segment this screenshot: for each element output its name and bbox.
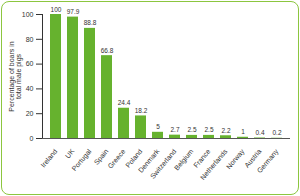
svg-text:18.2: 18.2 [135, 107, 148, 114]
svg-text:UK: UK [64, 147, 76, 159]
svg-text:0.4: 0.4 [255, 129, 264, 136]
svg-text:Switzerland: Switzerland [149, 148, 178, 180]
svg-text:Netherlands: Netherlands [199, 147, 229, 181]
svg-text:Percentage of boars intotal ma: Percentage of boars intotal male pigs [8, 41, 23, 112]
svg-text:Greece: Greece [106, 148, 126, 170]
svg-text:0: 0 [30, 135, 34, 142]
svg-text:2.2: 2.2 [221, 127, 230, 134]
svg-text:97.9: 97.9 [67, 8, 80, 15]
svg-text:Austria: Austria [243, 147, 263, 169]
svg-text:40: 40 [26, 85, 34, 92]
svg-text:1: 1 [241, 128, 245, 135]
svg-text:20: 20 [26, 110, 34, 117]
svg-text:Denmark: Denmark [136, 147, 161, 174]
svg-text:100: 100 [22, 11, 34, 18]
svg-text:Norway: Norway [225, 147, 247, 171]
svg-text:Germany: Germany [256, 147, 281, 175]
svg-text:5: 5 [156, 123, 160, 130]
svg-text:24.4: 24.4 [118, 99, 131, 106]
svg-text:Portugal: Portugal [70, 147, 93, 172]
svg-text:80: 80 [26, 36, 34, 43]
svg-text:Ireland: Ireland [39, 148, 58, 169]
svg-text:France: France [192, 147, 212, 169]
svg-text:88.8: 88.8 [84, 19, 97, 26]
svg-text:Poland: Poland [124, 147, 144, 169]
svg-text:2.5: 2.5 [187, 126, 196, 133]
svg-text:0.2: 0.2 [272, 129, 281, 136]
svg-text:100: 100 [51, 6, 62, 13]
svg-text:66.8: 66.8 [101, 47, 114, 54]
svg-text:Belgium: Belgium [173, 148, 195, 173]
svg-text:60: 60 [26, 60, 34, 67]
svg-text:2.5: 2.5 [204, 126, 213, 133]
svg-text:2.7: 2.7 [170, 126, 179, 133]
svg-text:Spain: Spain [92, 147, 110, 166]
